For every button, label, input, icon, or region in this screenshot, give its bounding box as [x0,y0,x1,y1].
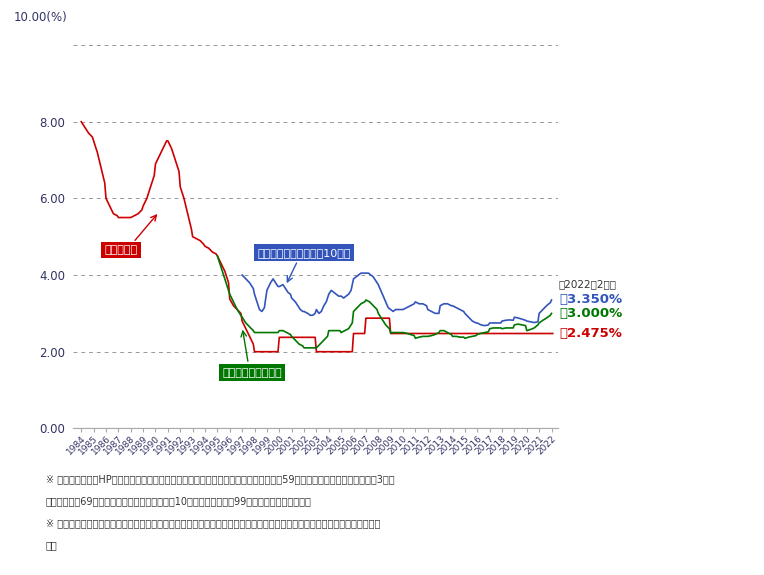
Text: （2022年2月）: （2022年2月） [559,279,617,290]
Text: 年3.350%: 年3.350% [559,293,622,306]
Text: 固定金利期間選択型（10年）: 固定金利期間選択型（10年） [257,248,351,258]
Text: の金利は平成69年以降、固定金利期間選択型（10年）の金利は平成99年以降のデータを掃載。: の金利は平成69年以降、固定金利期間選択型（10年）の金利は平成99年以降のデー… [46,496,312,506]
Text: ※ このグラフは過去の住宅ローン金利の推移を示したものであり、将来の金利動向を約束あるいは予測するものではありませ: ※ このグラフは過去の住宅ローン金利の推移を示したものであり、将来の金利動向を約… [46,518,380,528]
Text: 年3.000%: 年3.000% [559,307,622,320]
Text: ※ 主要都市銀行のHP等により集計した金利（中央値）を掃載。なお、変動金利は昭和59年以降、固定金利期間選択型（3年）: ※ 主要都市銀行のHP等により集計した金利（中央値）を掃載。なお、変動金利は昭和… [46,474,394,484]
Text: 変動金利型: 変動金利型 [104,245,138,255]
Text: 固定金利期間選択型: 固定金利期間選択型 [222,368,282,378]
Text: 10.00(%): 10.00(%) [14,11,68,24]
Text: ん。: ん。 [46,540,57,550]
Text: 年2.475%: 年2.475% [559,327,622,340]
